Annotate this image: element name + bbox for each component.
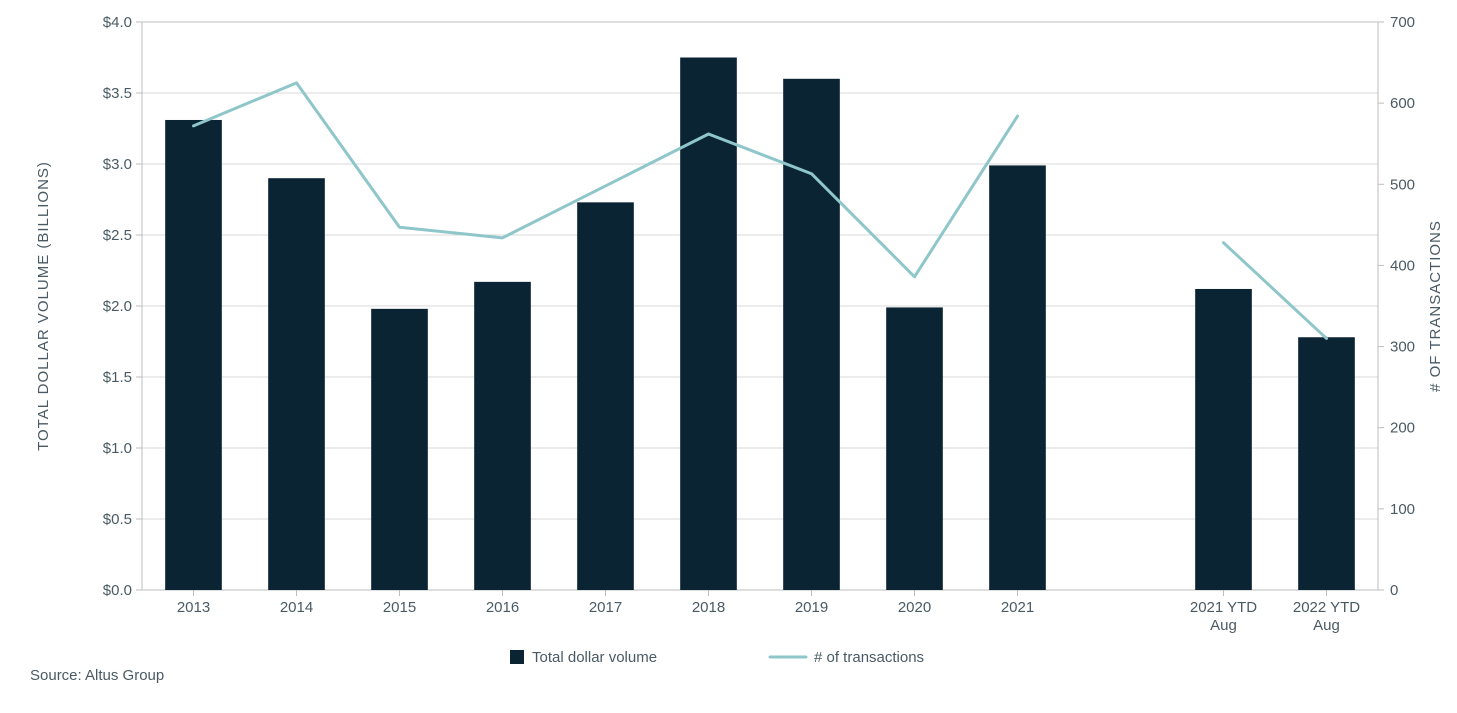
x-tick-label: 2020 <box>898 599 931 616</box>
bar <box>989 165 1046 590</box>
x-tick-label: 2018 <box>692 599 725 616</box>
bar <box>886 307 943 590</box>
x-tick-label: 2017 <box>589 599 622 616</box>
y-left-tick-label: $2.5 <box>103 227 132 244</box>
x-tick-label: 2016 <box>486 599 519 616</box>
legend-label-bar: Total dollar volume <box>532 649 657 666</box>
y-left-tick-label: $3.0 <box>103 156 132 173</box>
x-tick-label: 2013 <box>177 599 210 616</box>
source-text: Source: Altus Group <box>30 667 164 684</box>
y-right-tick-label: 500 <box>1390 176 1415 193</box>
bar <box>577 202 634 590</box>
x-tick-label: 2022 YTDAug <box>1293 599 1360 634</box>
y-left-tick-label: $0.0 <box>103 582 132 599</box>
x-tick-label: 2021 YTDAug <box>1190 599 1257 634</box>
bar <box>474 282 531 590</box>
chart-svg: $0.0 $0.5 $1.0 $1.5 $2.0 $2.5 $3.0 $3.5 $4.0 0 100… <box>0 0 1457 713</box>
bar <box>1298 337 1355 590</box>
legend-label-line: # of transactions <box>814 649 924 666</box>
y-left-tick-label: $1.5 <box>103 369 132 386</box>
y-left-tick-label: $1.0 <box>103 440 132 457</box>
y-right-tick-label: 200 <box>1390 420 1415 437</box>
y-left-tick-label: $0.5 <box>103 511 132 528</box>
y-right-tick-label: 600 <box>1390 95 1415 112</box>
x-tick-label: 2019 <box>795 599 828 616</box>
bar <box>165 120 222 590</box>
y-right-tick-label: 100 <box>1390 501 1415 518</box>
bar <box>680 58 737 591</box>
x-tick-label: 2015 <box>383 599 416 616</box>
y-left-tick-label: $3.5 <box>103 85 132 102</box>
bar <box>783 79 840 590</box>
bar <box>1195 289 1252 590</box>
bar <box>371 309 428 590</box>
legend-swatch-bar <box>510 650 524 664</box>
y-left-tick-label: $2.0 <box>103 298 132 315</box>
y-right-tick-label: 700 <box>1390 14 1415 31</box>
bar <box>268 178 325 590</box>
y-right-tick-label: 0 <box>1390 582 1398 599</box>
y-left-tick-label: $4.0 <box>103 14 132 31</box>
y-left-axis-title: TOTAL DOLLAR VOLUME (BILLIONS) <box>35 161 52 451</box>
y-right-axis-title: # OF TRANSACTIONS <box>1427 220 1444 392</box>
x-tick-label: 2021 <box>1001 599 1034 616</box>
y-right-tick-label: 400 <box>1390 257 1415 274</box>
x-tick-label: 2014 <box>280 599 313 616</box>
y-right-tick-label: 300 <box>1390 339 1415 356</box>
chart-container: $0.0 $0.5 $1.0 $1.5 $2.0 $2.5 $3.0 $3.5 $4.0 0 100… <box>0 0 1457 713</box>
